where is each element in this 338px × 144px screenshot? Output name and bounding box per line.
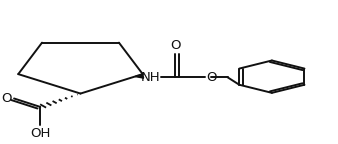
Text: NH: NH xyxy=(141,71,161,84)
Text: O: O xyxy=(1,92,11,105)
Text: O: O xyxy=(207,71,217,84)
Text: O: O xyxy=(170,39,180,52)
Text: OH: OH xyxy=(30,127,50,140)
